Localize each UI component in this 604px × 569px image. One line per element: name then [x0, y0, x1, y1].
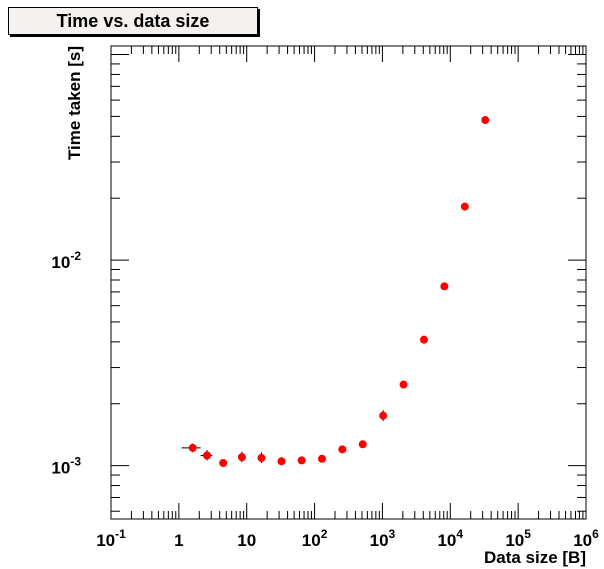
point-marker [188, 443, 197, 452]
point-marker [481, 116, 490, 125]
data-point [379, 410, 388, 421]
y-tick-label: 10-3 [51, 455, 81, 478]
plot-frame [110, 45, 587, 520]
data-point [219, 458, 228, 467]
x-axis-title: Data size [B] [484, 548, 586, 567]
x-tick-label: 10 [237, 531, 256, 550]
data-point [358, 440, 367, 449]
tick-labels-layer: 10-1 1 10 102 103 104 105 106 10-3 10-2 [51, 249, 599, 550]
y-axis-title: Time taken [s] [65, 46, 84, 160]
data-point [257, 452, 266, 463]
point-marker [379, 411, 388, 420]
x-tick-label: 102 [302, 527, 328, 550]
data-point [338, 445, 347, 454]
data-point [237, 451, 246, 463]
point-marker [358, 440, 367, 449]
x-tick-label: 104 [437, 527, 463, 550]
point-marker [277, 457, 286, 466]
point-marker [203, 451, 212, 460]
data-point [317, 454, 326, 463]
x-tick-label: 105 [505, 527, 531, 550]
y-tick-label: 10-2 [51, 249, 81, 272]
data-point [200, 450, 213, 461]
point-marker [399, 380, 408, 389]
point-marker [219, 458, 228, 467]
point-marker [419, 335, 428, 344]
data-point [297, 456, 306, 465]
x-tick-label: 10-1 [96, 527, 126, 550]
data-point [277, 457, 286, 466]
ticks-layer [110, 46, 587, 519]
point-marker [338, 445, 347, 454]
point-marker [440, 282, 449, 291]
x-tick-label: 103 [370, 527, 396, 550]
point-marker [297, 456, 306, 465]
points-layer [181, 116, 490, 467]
data-point [481, 116, 490, 125]
point-marker [460, 202, 469, 211]
x-tick-label: 1 [174, 531, 183, 550]
data-point [181, 443, 201, 453]
x-tick-label: 106 [573, 527, 599, 550]
data-point [399, 380, 408, 389]
point-marker [257, 453, 266, 462]
point-marker [317, 454, 326, 463]
chart-title: Time vs. data size [8, 7, 258, 35]
data-point [419, 335, 428, 344]
data-point [460, 202, 469, 211]
chart-title-text: Time vs. data size [56, 10, 210, 31]
point-marker [237, 453, 246, 462]
data-point [440, 282, 449, 291]
